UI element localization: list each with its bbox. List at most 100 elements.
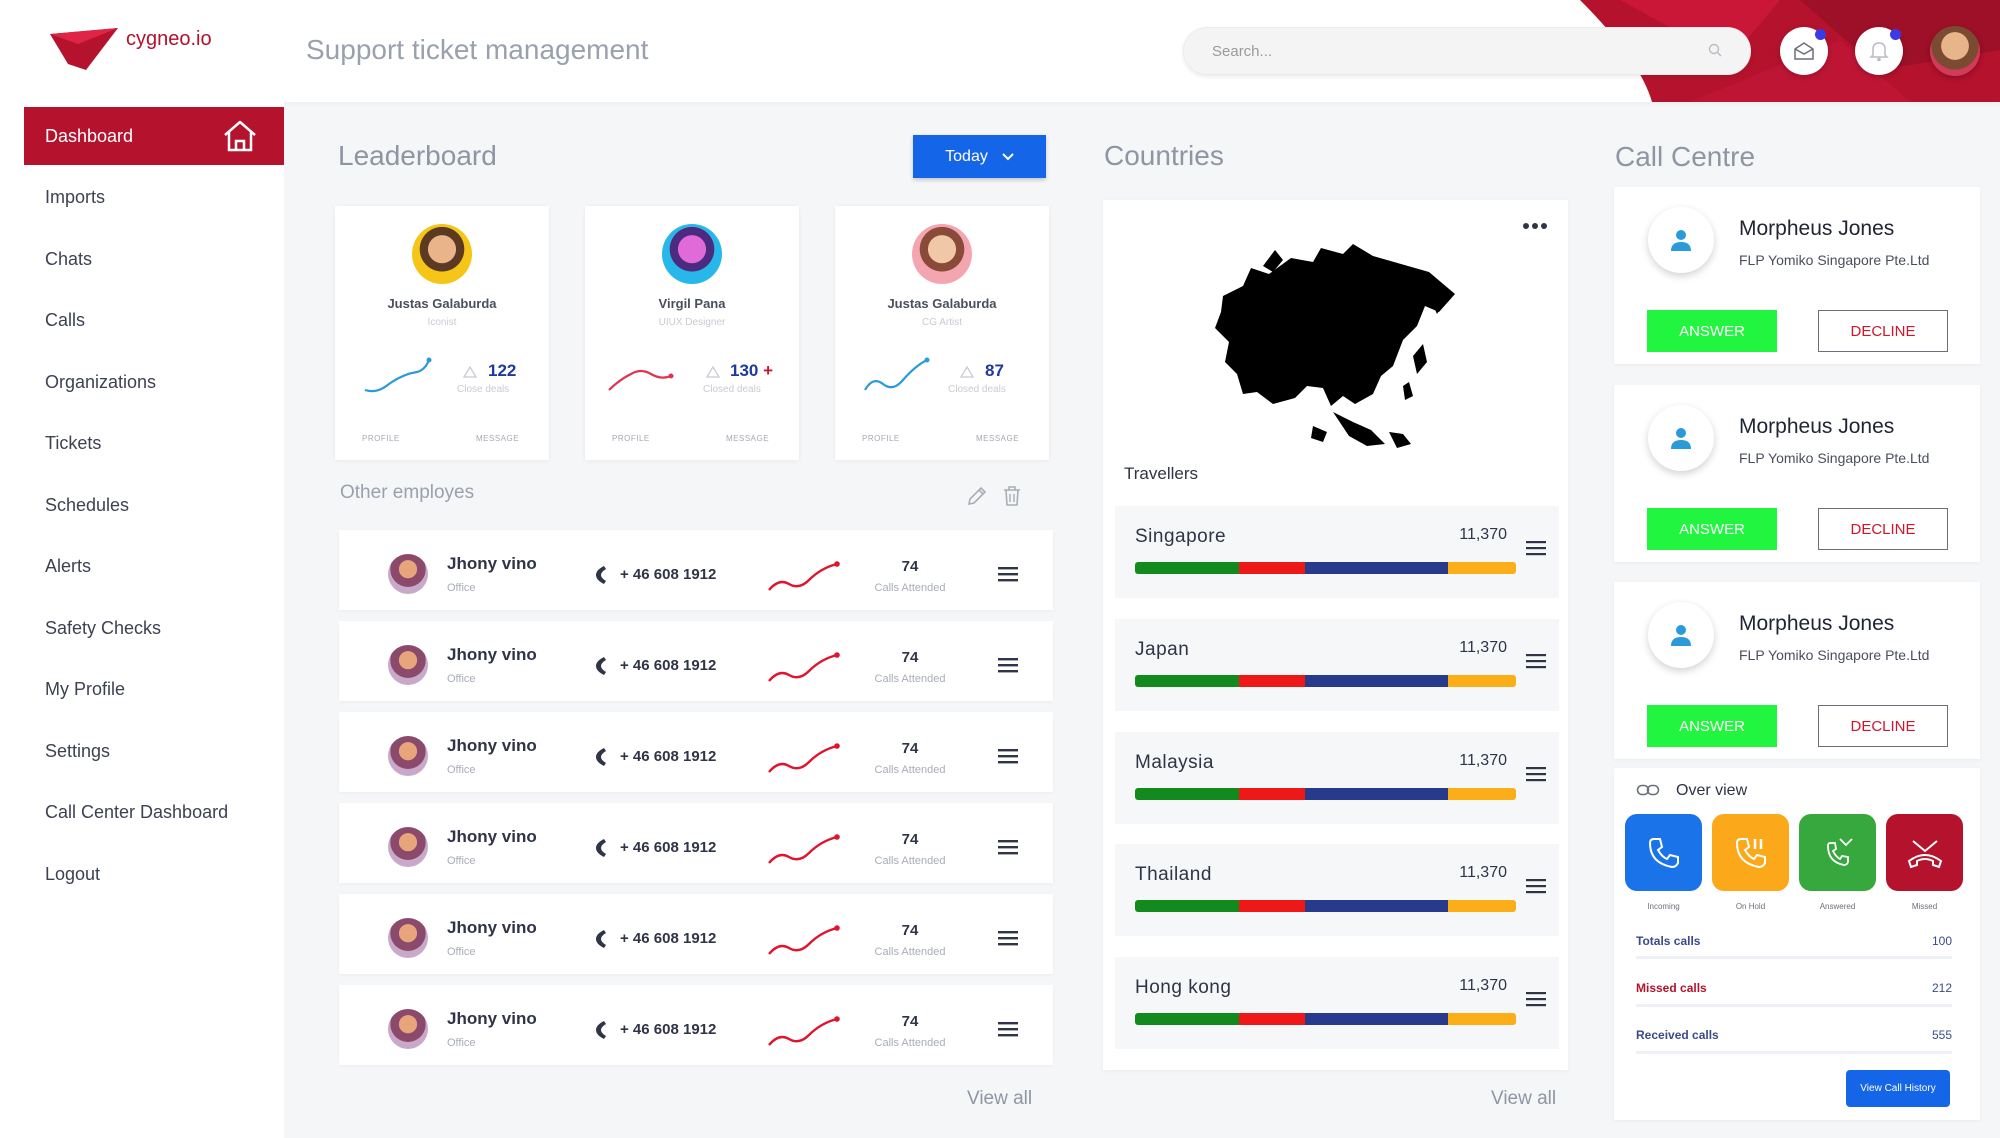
bar-segment: [1305, 788, 1448, 800]
table-row[interactable]: Jhony vino Office + 46 608 1912 74 Calls Att…: [339, 985, 1053, 1065]
deal-icon: [959, 365, 975, 378]
bar-segment: [1135, 900, 1239, 912]
message-link[interactable]: MESSAGE: [476, 434, 520, 443]
sidebar-item-organizations[interactable]: Organizations: [24, 353, 284, 411]
sidebar-item-alerts[interactable]: Alerts: [24, 537, 284, 595]
trash-icon[interactable]: [1002, 485, 1022, 507]
logo[interactable]: cygneo.io: [48, 22, 212, 72]
employee-role: Office: [447, 673, 476, 685]
on-hold-calls-tile[interactable]: [1712, 814, 1789, 891]
menu-icon[interactable]: [998, 930, 1018, 946]
date-filter-dropdown[interactable]: Today: [913, 135, 1046, 178]
edit-icon[interactable]: [966, 485, 988, 507]
decline-button[interactable]: DECLINE: [1818, 705, 1948, 747]
user-avatar[interactable]: [1930, 26, 1980, 76]
menu-icon[interactable]: [1526, 766, 1546, 782]
profile-link[interactable]: PROFILE: [362, 434, 400, 443]
menu-icon[interactable]: [998, 839, 1018, 855]
phone-icon[interactable]: [594, 564, 608, 586]
avatar: [912, 224, 972, 284]
phone-missed-icon: [1907, 839, 1942, 868]
phone-icon[interactable]: [594, 837, 608, 859]
menu-icon[interactable]: [1526, 540, 1546, 556]
phone-icon[interactable]: [594, 746, 608, 768]
sidebar-item-logout[interactable]: Logout: [24, 845, 284, 903]
answer-button[interactable]: ANSWER: [1647, 508, 1777, 550]
sidebar-item-calls[interactable]: Calls: [24, 291, 284, 349]
employees-view-all-link[interactable]: View all: [967, 1088, 1033, 1109]
tile-label: Incoming: [1647, 902, 1680, 911]
table-row[interactable]: Jhony vino Office + 46 608 1912 74 Calls Att…: [339, 894, 1053, 974]
leader-deals-label: Close deals: [457, 384, 510, 395]
table-row[interactable]: Jhony vino Office + 46 608 1912 74 Calls Att…: [339, 712, 1053, 792]
search-input[interactable]: [1212, 28, 1692, 74]
employee-role: Office: [447, 855, 476, 867]
message-link[interactable]: MESSAGE: [726, 434, 770, 443]
menu-icon[interactable]: [1526, 653, 1546, 669]
employee-phone: + 46 608 1912: [620, 1021, 717, 1038]
more-options-icon[interactable]: [1522, 222, 1548, 230]
leader-value: 130: [730, 361, 759, 380]
phone-icon[interactable]: [594, 1019, 608, 1041]
profile-link[interactable]: PROFILE: [862, 434, 900, 443]
table-row[interactable]: Jhony vino Office + 46 608 1912 74 Calls Att…: [339, 530, 1053, 610]
menu-icon[interactable]: [998, 657, 1018, 673]
sidebar-item-call-center-dashboard[interactable]: Call Center Dashboard: [24, 783, 284, 841]
sidebar-item-tickets[interactable]: Tickets: [24, 414, 284, 472]
call-overview-card: Over view Incoming On Hold Answered Miss…: [1614, 768, 1980, 1120]
answered-calls-tile[interactable]: [1799, 814, 1876, 891]
avatar: [662, 224, 722, 284]
search-icon[interactable]: [1708, 43, 1722, 57]
menu-icon[interactable]: [1526, 991, 1546, 1007]
menu-icon[interactable]: [1526, 878, 1546, 894]
divider: [1636, 956, 1952, 959]
phone-hold-icon: [1735, 837, 1766, 868]
message-link[interactable]: MESSAGE: [976, 434, 1020, 443]
menu-icon[interactable]: [998, 566, 1018, 582]
missed-calls-label: Missed calls: [1636, 981, 1707, 995]
sidebar-item-schedules[interactable]: Schedules: [24, 476, 284, 534]
profile-link[interactable]: PROFILE: [612, 434, 650, 443]
leader-name: Justas Galaburda: [887, 296, 997, 311]
sidebar-item-dashboard[interactable]: Dashboard: [24, 107, 284, 165]
sidebar-item-chats[interactable]: Chats: [24, 230, 284, 288]
countries-card: Travellers Singapore 11,370 Japan 11,370 Mal…: [1103, 200, 1568, 1070]
country-row[interactable]: Singapore 11,370: [1115, 506, 1559, 598]
sidebar-item-my-profile[interactable]: My Profile: [24, 660, 284, 718]
table-row[interactable]: Jhony vino Office + 46 608 1912 74 Calls Att…: [339, 621, 1053, 701]
sidebar-item-settings[interactable]: Settings: [24, 722, 284, 780]
leader-name: Justas Galaburda: [387, 296, 497, 311]
answer-button[interactable]: ANSWER: [1647, 705, 1777, 747]
mail-button[interactable]: [1780, 27, 1828, 75]
notification-button[interactable]: [1855, 27, 1903, 75]
country-row[interactable]: Japan 11,370: [1115, 619, 1559, 711]
sidebar-item-label: Alerts: [45, 555, 92, 576]
menu-icon[interactable]: [998, 1021, 1018, 1037]
bar-segment: [1239, 1013, 1305, 1025]
phone-icon[interactable]: [594, 928, 608, 950]
table-row[interactable]: Jhony vino Office + 46 608 1912 74 Calls Att…: [339, 803, 1053, 883]
menu-icon[interactable]: [998, 748, 1018, 764]
incoming-calls-tile[interactable]: [1625, 814, 1702, 891]
country-row[interactable]: Thailand 11,370: [1115, 844, 1559, 936]
sidebar-item-label: Call Center Dashboard: [45, 801, 229, 822]
sidebar-item-imports[interactable]: Imports: [24, 168, 284, 226]
phone-icon[interactable]: [594, 655, 608, 677]
missed-calls-tile[interactable]: [1886, 814, 1963, 891]
employee-name: Jhony vino: [447, 645, 537, 664]
answer-button[interactable]: ANSWER: [1647, 310, 1777, 352]
phone-incoming-icon: [1648, 837, 1679, 868]
total-calls-value: 100: [1931, 934, 1952, 948]
view-call-history-button[interactable]: View Call History: [1846, 1070, 1950, 1107]
calls-attended-value: 74: [901, 740, 919, 757]
decline-button[interactable]: DECLINE: [1818, 508, 1948, 550]
calls-attended-label: Calls Attended: [874, 582, 946, 594]
received-calls-value: 555: [1931, 1028, 1952, 1042]
deal-icon: [705, 365, 721, 378]
country-row[interactable]: Hong kong 11,370: [1115, 957, 1559, 1049]
sidebar-item-safety-checks[interactable]: Safety Checks: [24, 599, 284, 657]
avatar: [388, 827, 428, 867]
country-row[interactable]: Malaysia 11,370: [1115, 732, 1559, 824]
countries-view-all-link[interactable]: View all: [1491, 1088, 1557, 1109]
decline-button[interactable]: DECLINE: [1818, 310, 1948, 352]
